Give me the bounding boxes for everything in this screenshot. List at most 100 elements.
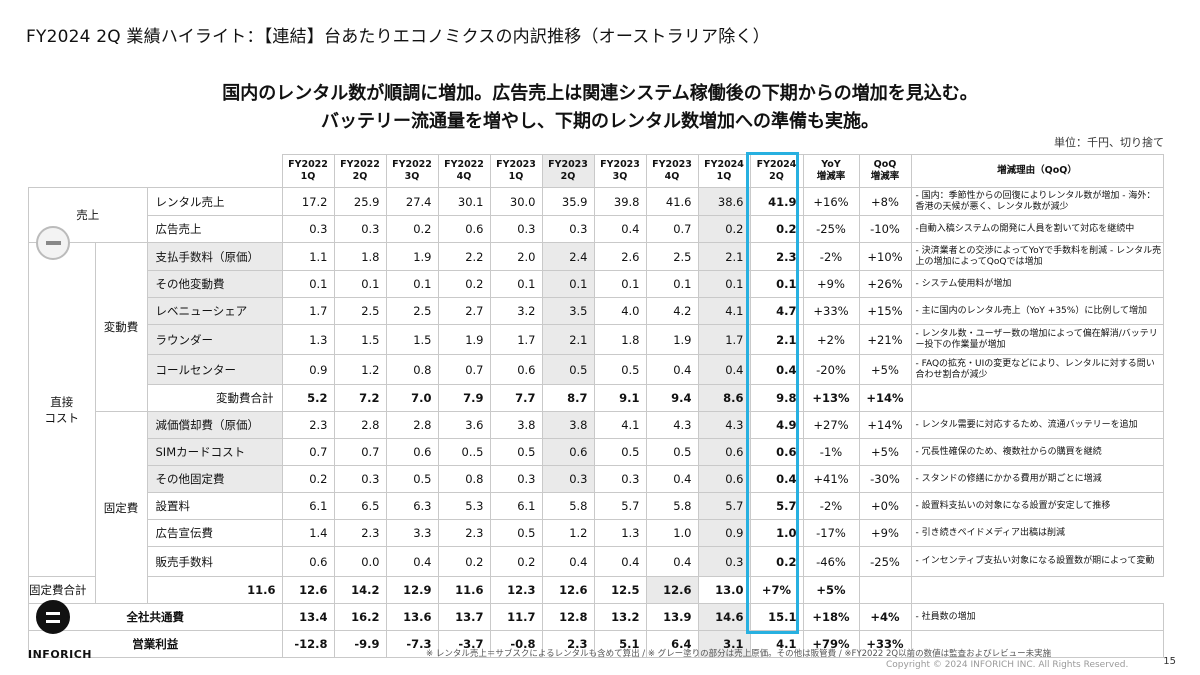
column-header: FY2023 2Q xyxy=(541,154,595,188)
value-cell: 11.6 xyxy=(146,576,283,604)
value-cell: 4.3 xyxy=(697,411,751,439)
row-label: 変動費合計 xyxy=(146,384,283,412)
value-cell: 0.2 xyxy=(749,215,804,243)
value-cell: 4.0 xyxy=(593,297,647,325)
value-cell: 0.7 xyxy=(437,354,491,385)
row-label: 支払手数料（原価） xyxy=(146,242,283,271)
value-cell: -10% xyxy=(858,215,912,243)
column-header-top: FY2022 xyxy=(392,159,432,170)
value-cell: 2.5 xyxy=(645,242,699,271)
value-cell: 6.1 xyxy=(281,492,335,520)
value-cell: 0.5 xyxy=(645,438,699,466)
column-header-top: FY2022 xyxy=(288,159,328,170)
value-cell: 8.7 xyxy=(541,384,595,412)
value-cell: 0.4 xyxy=(385,546,439,577)
value-cell: 0.4 xyxy=(593,546,647,577)
reason-cell xyxy=(910,630,1164,658)
reason-cell: - FAQの拡充・UIの変更などにより、レンタルに対する問い合わせ割合が減少 xyxy=(910,354,1164,385)
value-cell: 0.6 xyxy=(541,438,595,466)
value-cell: -25% xyxy=(802,215,860,243)
value-cell: 5.7 xyxy=(749,492,804,520)
row-label: 広告宣伝費 xyxy=(146,519,283,547)
value-cell: +5% xyxy=(858,354,912,385)
value-cell: 0.6 xyxy=(697,465,751,493)
value-cell: 0.6 xyxy=(697,438,751,466)
column-header-top: QoQ xyxy=(873,159,897,170)
value-cell: 2.4 xyxy=(541,242,595,271)
value-cell: 13.9 xyxy=(645,603,699,631)
value-cell: 12.8 xyxy=(541,603,595,631)
column-header-top: FY2022 xyxy=(340,159,380,170)
column-header-top: FY2023 xyxy=(600,159,640,170)
column-header-bottom: 4Q xyxy=(456,171,472,182)
unit-note: 単位：千円、切り捨て xyxy=(1054,136,1164,149)
row-label: 広告売上 xyxy=(146,215,283,243)
value-cell: 0.7 xyxy=(333,438,387,466)
header-row: FY2022 1Q FY2022 2Q FY2022 3Q FY2022 4Q FY2023 1Q… xyxy=(28,154,1164,188)
column-header-top: FY2023 xyxy=(548,159,588,170)
value-cell: 16.2 xyxy=(333,603,387,631)
value-cell: 0.3 xyxy=(281,215,335,243)
value-cell: 2.6 xyxy=(593,242,647,271)
page-number: 15 xyxy=(1163,656,1176,667)
column-header-bottom: 2Q xyxy=(560,171,576,182)
value-cell: 1.5 xyxy=(333,324,387,355)
value-cell: 0.1 xyxy=(749,270,804,298)
reason-cell: - 社員数の増加 xyxy=(910,603,1164,631)
column-header: FY2023 3Q xyxy=(593,154,647,188)
value-cell: 12.6 xyxy=(541,576,595,604)
reason-cell: - スタンドの修繕にかかる費用が期ごとに増減 xyxy=(910,465,1164,493)
value-cell: 1.9 xyxy=(385,242,439,271)
equals-icon xyxy=(36,600,70,634)
value-cell: 6.1 xyxy=(489,492,543,520)
column-header-top: FY2022 xyxy=(444,159,484,170)
value-cell: -17% xyxy=(802,519,860,547)
reason-cell: - 設置料支払いの対象になる設置が安定して推移 xyxy=(910,492,1164,520)
value-cell: 0.4 xyxy=(645,465,699,493)
column-header: FY2024 2Q xyxy=(749,154,804,188)
column-header: QoQ 増減率 xyxy=(858,154,912,188)
value-cell: +79% xyxy=(802,630,860,658)
value-cell: 12.3 xyxy=(489,576,543,604)
value-cell: 27.4 xyxy=(385,187,439,216)
value-cell: 3.2 xyxy=(489,297,543,325)
value-cell: 12.6 xyxy=(281,576,335,604)
row-label: 固定費合計 xyxy=(28,576,96,604)
value-cell: 7.7 xyxy=(489,384,543,412)
value-cell: 13.4 xyxy=(281,603,335,631)
value-cell: 0.2 xyxy=(385,215,439,243)
value-cell: +9% xyxy=(802,270,860,298)
column-header-bottom: 1Q xyxy=(508,171,524,182)
reason-cell: - 引き続きペイドメディア出稿は削減 xyxy=(910,519,1164,547)
value-cell: 2.3 xyxy=(749,242,804,271)
table-row-install: 設置料 6.1 6.5 6.3 5.3 6.1 5.8 5.7 5.8 5.7 5.7 -2% +0% -… xyxy=(29,492,1164,520)
value-cell: 3.6 xyxy=(437,411,491,439)
value-cell: 1.7 xyxy=(489,324,543,355)
value-cell: 3.3 xyxy=(385,519,439,547)
column-header-top: FY2023 xyxy=(496,159,536,170)
value-cell: 1.8 xyxy=(593,324,647,355)
table-row-fees: 直接 コスト 変動費 支払手数料（原価） 1.1 1.8 1.9 2.2 2.0 2.4 2.6 2… xyxy=(28,242,1164,577)
value-cell: 2.3 xyxy=(333,519,387,547)
reason-cell: - システム使用料が増加 xyxy=(910,270,1164,298)
column-header: YoY 増減率 xyxy=(802,154,860,188)
value-cell: 0.5 xyxy=(489,438,543,466)
value-cell: 11.7 xyxy=(489,603,543,631)
value-cell: 1.2 xyxy=(333,354,387,385)
headline: 国内のレンタル数が順調に増加。広告売上は関連システム稼働後の下期からの増加を見込… xyxy=(0,80,1200,136)
value-cell: 0.4 xyxy=(749,465,804,493)
column-header-top: YoY xyxy=(821,159,841,170)
value-cell: 13.6 xyxy=(385,603,439,631)
minus-icon xyxy=(36,226,70,260)
value-cell: 0.6 xyxy=(437,215,491,243)
column-header-bottom: 2Q xyxy=(769,171,784,182)
row-label: レベニューシェア xyxy=(146,297,283,325)
value-cell: 14.2 xyxy=(333,576,387,604)
column-header-bottom: 1Q xyxy=(300,171,316,182)
column-header: FY2023 1Q xyxy=(489,154,543,188)
row-label: その他変動費 xyxy=(146,270,283,298)
value-cell: 1.3 xyxy=(593,519,647,547)
value-cell: 0.6 xyxy=(281,546,335,577)
value-cell: 0.2 xyxy=(281,465,335,493)
reason-cell: - インセンティブ支払い対象になる設置数が期によって変動 xyxy=(910,546,1164,577)
